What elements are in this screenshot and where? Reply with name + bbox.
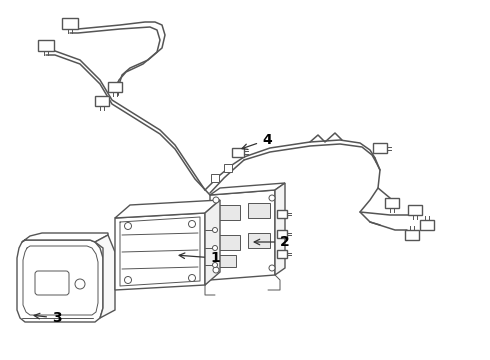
Polygon shape (211, 174, 219, 182)
Polygon shape (218, 255, 236, 267)
Circle shape (213, 262, 218, 267)
Polygon shape (218, 235, 240, 250)
Circle shape (124, 276, 131, 284)
Text: 2: 2 (254, 235, 290, 249)
Polygon shape (232, 148, 244, 157)
Polygon shape (420, 220, 434, 230)
Polygon shape (248, 203, 270, 218)
Polygon shape (115, 200, 220, 218)
Text: 1: 1 (179, 251, 220, 265)
Polygon shape (210, 183, 285, 195)
Polygon shape (210, 190, 275, 280)
Polygon shape (62, 18, 78, 29)
Polygon shape (17, 240, 103, 322)
Polygon shape (218, 205, 240, 220)
Polygon shape (38, 40, 54, 51)
Polygon shape (405, 230, 419, 240)
Circle shape (213, 197, 219, 203)
Circle shape (269, 195, 275, 201)
Circle shape (213, 246, 218, 251)
Polygon shape (22, 233, 108, 242)
Circle shape (213, 228, 218, 233)
Polygon shape (115, 213, 205, 290)
Polygon shape (108, 82, 122, 92)
Text: 4: 4 (242, 133, 272, 149)
Polygon shape (248, 233, 270, 248)
Polygon shape (224, 164, 232, 172)
Polygon shape (373, 143, 387, 153)
Polygon shape (277, 210, 287, 218)
Polygon shape (408, 205, 422, 215)
FancyBboxPatch shape (35, 271, 69, 295)
Circle shape (213, 267, 219, 273)
Circle shape (189, 274, 196, 282)
Circle shape (124, 222, 131, 230)
Circle shape (75, 279, 85, 289)
Polygon shape (275, 183, 285, 275)
Polygon shape (277, 230, 287, 238)
Polygon shape (205, 200, 220, 285)
Circle shape (189, 220, 196, 228)
Polygon shape (385, 198, 399, 208)
Text: 3: 3 (34, 311, 62, 325)
Polygon shape (95, 96, 109, 106)
Polygon shape (95, 235, 115, 318)
Circle shape (269, 265, 275, 271)
Polygon shape (277, 250, 287, 258)
